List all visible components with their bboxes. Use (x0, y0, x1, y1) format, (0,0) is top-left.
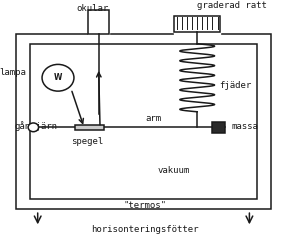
Text: arm: arm (145, 114, 161, 123)
Bar (212, 122, 226, 133)
Text: "termos": "termos" (124, 201, 166, 210)
Bar (30, 44, 257, 199)
Text: fjäder: fjäder (219, 80, 251, 90)
Text: W: W (54, 73, 62, 82)
Bar (174, 16, 220, 32)
Circle shape (42, 64, 74, 91)
Text: graderad ratt: graderad ratt (197, 1, 267, 10)
Text: spegel: spegel (71, 137, 103, 146)
Text: horisonteringsfötter: horisonteringsfötter (91, 225, 199, 234)
Text: gångjärn: gångjärn (14, 122, 57, 131)
Bar (88, 10, 109, 34)
Text: okular: okular (77, 4, 109, 13)
Bar (75, 125, 104, 130)
Text: vakuum: vakuum (158, 165, 190, 175)
Text: lampa: lampa (0, 68, 26, 78)
Bar (16, 34, 271, 209)
Circle shape (28, 123, 39, 132)
Text: massa: massa (232, 122, 259, 131)
